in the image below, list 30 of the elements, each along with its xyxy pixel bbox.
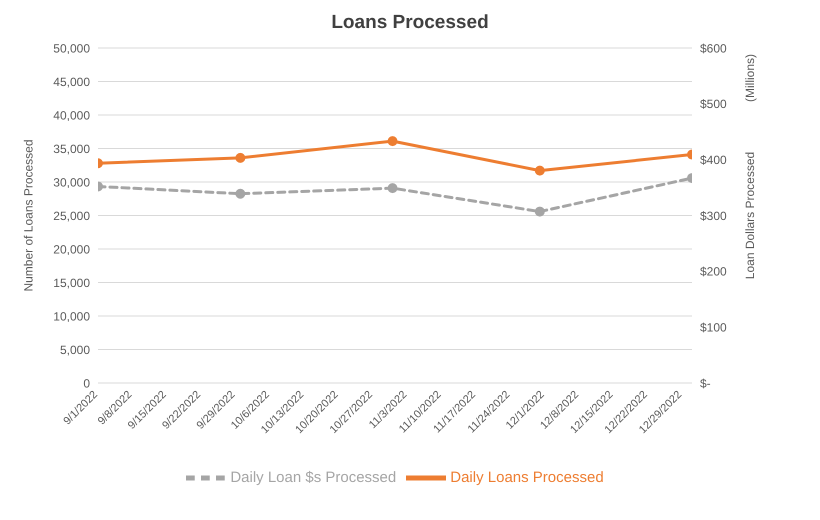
chart-title: Loans Processed [330, 11, 490, 35]
y2-tick-label: $- [700, 376, 711, 390]
y-tick-label: 5,000 [60, 342, 90, 357]
y-tick-label: 20,000 [53, 242, 90, 256]
point [235, 152, 246, 163]
y-axis-title: Number of Loans Processed [21, 139, 36, 292]
y2-tick-label: $300 [700, 208, 728, 223]
point [388, 183, 398, 194]
y2-tick-label: $200 [700, 264, 728, 279]
y-tick-label: 35,000 [53, 142, 90, 156]
y2-tick-label: $400 [700, 152, 728, 167]
y2-tick-label: $500 [700, 97, 728, 112]
y-tick-label: 25,000 [53, 208, 90, 223]
y-tick-label: 40,000 [53, 108, 90, 122]
point [534, 166, 545, 176]
y-tick-label: 15,000 [53, 276, 90, 290]
legend-label: Daily Loans Processed [450, 468, 604, 486]
y-tick-label: 50,000 [53, 41, 90, 56]
y-tick-label: 30,000 [53, 175, 90, 190]
point [235, 188, 246, 199]
point [388, 136, 398, 146]
legend-label: Daily Loan $s Processed [230, 468, 396, 486]
y2-tick-label: $600 [700, 41, 728, 56]
y-tick-label: 45,000 [53, 74, 90, 89]
y2-tick-label: $100 [700, 320, 728, 334]
text: (Millions) [743, 54, 757, 102]
y-tick-label: 10,000 [53, 309, 90, 324]
point [534, 206, 545, 217]
y2-axis-title: Loan Dollars Processed [743, 152, 757, 280]
y-tick-label: 0 [83, 376, 90, 390]
